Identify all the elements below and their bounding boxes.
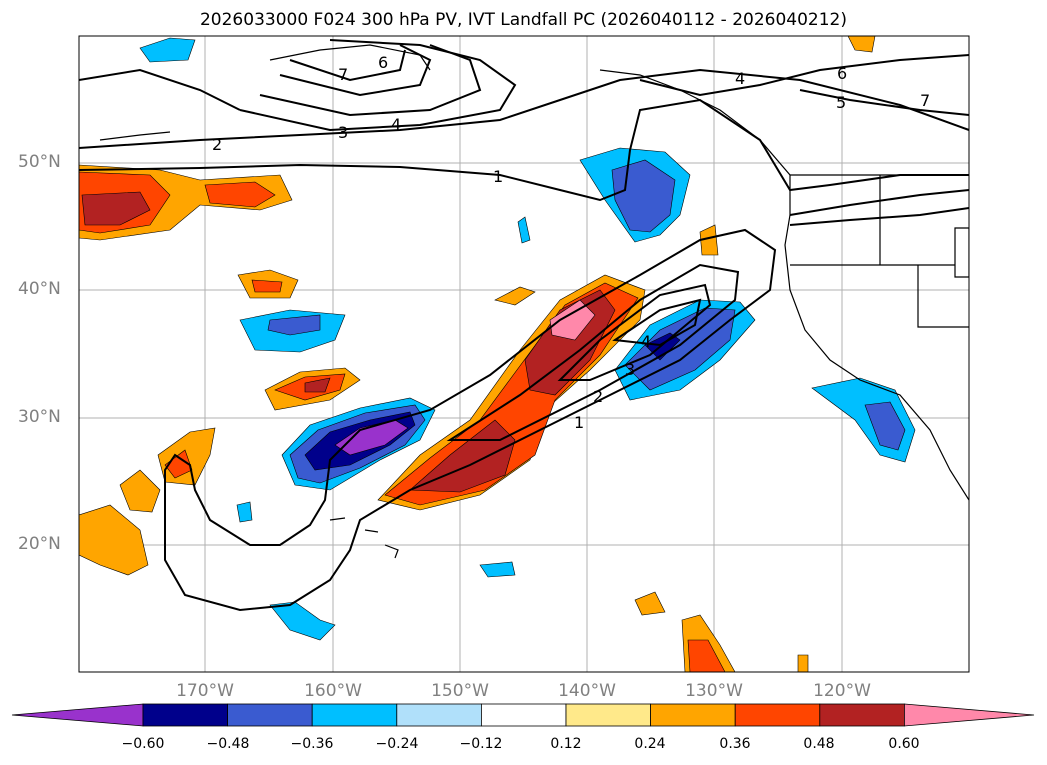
contour-label: 1 bbox=[574, 413, 584, 432]
map-frame bbox=[78, 35, 970, 673]
lon-label: 130°W bbox=[685, 681, 743, 701]
colorbar-tick: 0.12 bbox=[550, 736, 582, 752]
contour-label: 5 bbox=[836, 93, 846, 112]
contour-label: 2 bbox=[212, 135, 222, 154]
lon-label: 170°W bbox=[176, 681, 234, 701]
colorbar-tick: 0.36 bbox=[719, 736, 751, 752]
colorbar-tick: −0.12 bbox=[459, 736, 503, 752]
map-title: 2026033000 F024 300 hPa PV, IVT Landfall… bbox=[199, 10, 847, 30]
colorbar-cell bbox=[565, 703, 651, 727]
lat-label: 20°N bbox=[18, 534, 61, 554]
colorbar-cell bbox=[142, 703, 228, 727]
colorbar-cell bbox=[11, 703, 144, 727]
lat-label: 40°N bbox=[18, 279, 61, 299]
contour-label: 3 bbox=[338, 123, 348, 142]
colorbar-tick: −0.60 bbox=[121, 736, 165, 752]
colorbar-tick: −0.36 bbox=[290, 736, 334, 752]
colorbar-cell bbox=[650, 703, 736, 727]
contour-label: 1 bbox=[493, 167, 503, 186]
contour-label: 7 bbox=[338, 65, 348, 84]
lon-label: 140°W bbox=[558, 681, 616, 701]
lon-label: 120°W bbox=[813, 681, 871, 701]
ivt-contours bbox=[79, 39, 969, 612]
colorbar-tick: 0.24 bbox=[634, 736, 666, 752]
colorbar-tick: −0.48 bbox=[206, 736, 250, 752]
lon-label: 150°W bbox=[431, 681, 489, 701]
colorbar-cell bbox=[480, 703, 567, 727]
contour-label: 6 bbox=[378, 53, 388, 72]
colorbar-cell bbox=[819, 703, 905, 727]
colorbar-tick: 0.60 bbox=[888, 736, 920, 752]
contour-label: 3 bbox=[625, 360, 635, 379]
colorbar-cell bbox=[396, 703, 482, 727]
contour-label-group: 1 1 2 2 3 3 4 4 4 5 6 6 7 7 bbox=[212, 53, 930, 432]
pv-shading bbox=[79, 36, 916, 672]
colorbar-tick: 0.48 bbox=[803, 736, 835, 752]
colorbar-cell bbox=[227, 703, 313, 727]
colorbar-cell bbox=[734, 703, 821, 727]
contour-label: 6 bbox=[837, 64, 847, 83]
colorbar-cell bbox=[904, 703, 1035, 727]
lon-label: 160°W bbox=[304, 681, 362, 701]
contour-label: 7 bbox=[920, 91, 930, 110]
colorbar-cell bbox=[311, 703, 398, 727]
colorbar-tick: −0.24 bbox=[375, 736, 419, 752]
contour-label: 4 bbox=[641, 332, 651, 351]
contour-label: 2 bbox=[593, 387, 603, 406]
contour-label: 4 bbox=[391, 115, 401, 134]
lat-label: 30°N bbox=[18, 407, 61, 427]
contour-label: 4 bbox=[735, 69, 745, 88]
lat-label: 50°N bbox=[18, 152, 61, 172]
